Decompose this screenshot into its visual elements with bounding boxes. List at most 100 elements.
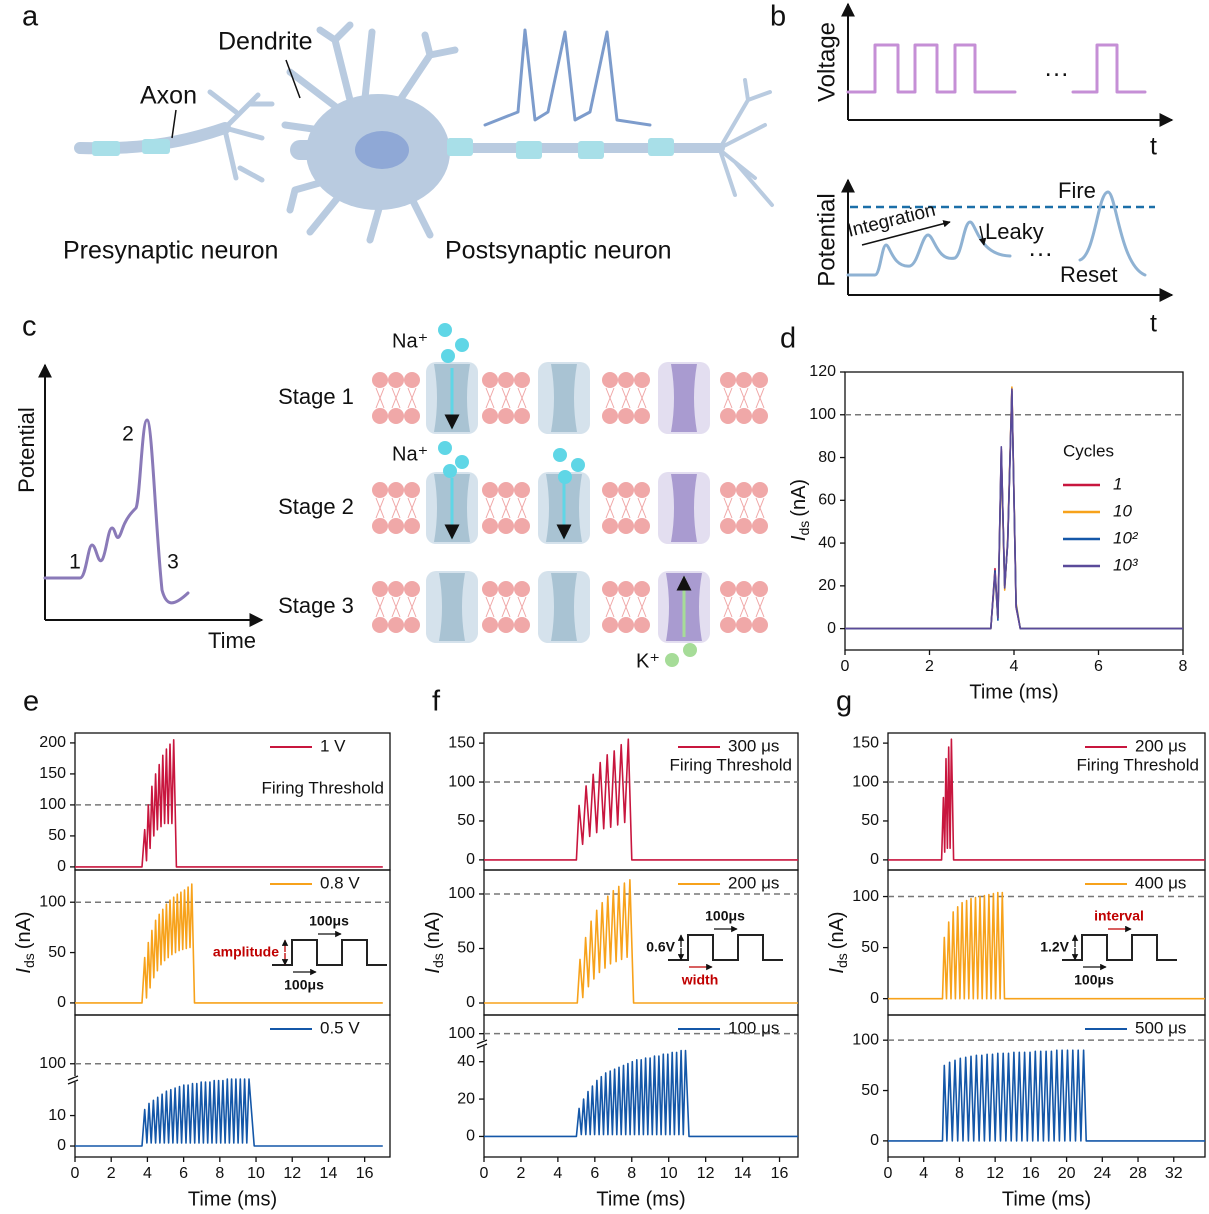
lipid: [602, 581, 618, 597]
potential-curve: [846, 190, 1147, 277]
y-tick-label: 200: [39, 734, 66, 751]
lipid-tail: [391, 596, 401, 618]
x-tick-label: 2: [925, 658, 934, 675]
y-tick-label: 50: [48, 944, 66, 961]
lipid: [752, 617, 768, 633]
lipid-tail: [375, 387, 385, 409]
label: Dendrite: [218, 28, 313, 56]
lipid-tail: [621, 497, 631, 519]
lipid-tail: [407, 596, 417, 618]
y-tick-label: 20: [457, 1090, 475, 1107]
label: Leaky: [985, 219, 1044, 244]
neuron: [74, 21, 774, 244]
series-line: [484, 1049, 798, 1138]
lipid: [498, 581, 514, 597]
lipid: [388, 581, 404, 597]
legend-title: Cycles: [1063, 441, 1114, 460]
lipid-tail: [501, 387, 511, 409]
y-tick-label: 0: [827, 620, 836, 637]
action-potential: [43, 418, 190, 605]
ion-label: Na⁺: [392, 330, 428, 352]
lipid: [602, 408, 618, 424]
ion-label: K⁺: [636, 650, 660, 672]
label: Axon: [140, 82, 197, 110]
channel-pore: [551, 573, 577, 641]
legend-label: 10³: [1113, 555, 1139, 574]
x-tick-label: 4: [143, 1165, 152, 1182]
plot-frame: [74, 1014, 391, 1158]
panel-label: g: [836, 686, 852, 718]
axis-break: [67, 1075, 79, 1085]
lipid: [618, 617, 634, 633]
shape: [281, 21, 459, 244]
y-tick-label: 50: [457, 940, 475, 957]
na-ion: [571, 458, 585, 472]
threshold-label: Firing Threshold: [1076, 756, 1199, 775]
lipid-tail: [739, 497, 749, 519]
x-tick-label: 0: [884, 1165, 893, 1182]
x-tick-label: 0: [480, 1165, 489, 1182]
shape: [718, 78, 774, 207]
legend-label: 1 V: [320, 736, 346, 755]
legend-label: 10: [1113, 501, 1132, 520]
shape: [516, 141, 542, 159]
y-tick-label: 0: [466, 994, 475, 1011]
shape: [142, 139, 170, 154]
y-axis-title: Ids (nA): [422, 911, 445, 973]
y-tick-label: 150: [852, 734, 879, 751]
panel-b: b Voltage ··· t Potential Integration Le…: [770, 1, 1172, 338]
y-tick-label: 100: [852, 1031, 879, 1048]
lipid: [634, 408, 650, 424]
lipid: [602, 482, 618, 498]
series-line: [888, 738, 1205, 861]
y-tick-label: 50: [861, 1082, 879, 1099]
x-tick-label: 14: [320, 1165, 338, 1182]
y-axis-unit: (nA): [13, 911, 35, 949]
lipid: [498, 372, 514, 388]
y-axis-subscript: ds: [21, 953, 37, 968]
lipid: [388, 617, 404, 633]
x-tick-label: 8: [215, 1165, 224, 1182]
x-axis-title: Time (ms): [1002, 1188, 1091, 1210]
inset-label: 100μs: [705, 908, 745, 924]
lipid: [618, 581, 634, 597]
lipid: [720, 581, 736, 597]
na-ion: [438, 323, 452, 337]
inset-label: interval: [1094, 908, 1144, 924]
lipid: [404, 408, 420, 424]
y-axis-unit: (nA): [788, 479, 810, 517]
x-tick-label: 12: [283, 1165, 301, 1182]
lipid: [720, 482, 736, 498]
arrow: [978, 225, 987, 246]
lipid: [618, 372, 634, 388]
y-tick-label: 150: [39, 765, 66, 782]
series-line: [484, 879, 798, 1004]
x-tick-label: 2: [516, 1165, 525, 1182]
lipid: [752, 518, 768, 534]
lipid: [736, 518, 752, 534]
lipid-tail: [637, 387, 647, 409]
lipid: [602, 518, 618, 534]
x-tick-label: 6: [1094, 658, 1103, 675]
lipid: [372, 617, 388, 633]
lipid: [736, 408, 752, 424]
na-ion: [441, 349, 455, 363]
lipid-tail: [739, 387, 749, 409]
y-axis-symbol: I: [788, 535, 810, 541]
lipid: [720, 408, 736, 424]
lipid: [482, 581, 498, 597]
lipid-tail: [605, 497, 615, 519]
lipid-tail: [485, 497, 495, 519]
y-tick-label: 20: [818, 577, 836, 594]
legend-label: 100 μs: [728, 1018, 779, 1037]
lipid: [736, 617, 752, 633]
legend-label: 0.5 V: [320, 1018, 360, 1037]
lipid: [634, 581, 650, 597]
lipid: [514, 408, 530, 424]
ion-label: Na⁺: [392, 443, 428, 465]
y-tick-label: 120: [809, 363, 836, 380]
y-axis-title: Ids (nA): [826, 911, 849, 973]
lipid-tail: [375, 497, 385, 519]
panel-label: f: [432, 686, 441, 718]
